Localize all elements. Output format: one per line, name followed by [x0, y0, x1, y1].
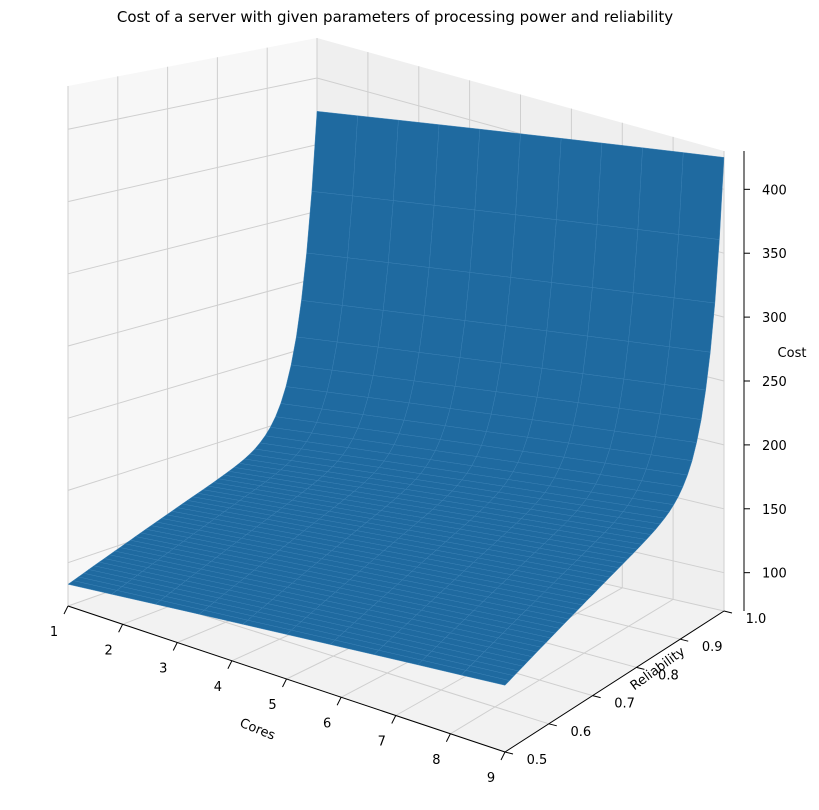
surface-patch [460, 670, 510, 686]
surface-patch [296, 300, 343, 343]
surface-patch [628, 292, 675, 348]
x-tick [282, 678, 287, 688]
surface-patch [454, 357, 502, 392]
x-tick-label: 2 [104, 643, 112, 658]
surface-patch [556, 138, 603, 225]
z-tick-label: 350 [762, 247, 787, 262]
surface-patch [669, 297, 716, 353]
x-tick [118, 624, 124, 633]
surface-patch [505, 277, 552, 332]
surface-patch [577, 373, 625, 409]
x-axis-label: Cores [237, 716, 277, 744]
y-tick-label: 0.9 [702, 640, 723, 655]
surface-patch [582, 335, 629, 380]
z-tick-label: 250 [762, 375, 787, 390]
surface-patch [342, 257, 389, 311]
surface-patch [459, 320, 507, 364]
surface-patch [352, 115, 399, 201]
x-tick-label: 9 [487, 771, 495, 786]
surface-patch [428, 205, 476, 273]
surface-plot [67, 111, 725, 686]
x-tick [63, 605, 69, 615]
surface-patch [382, 262, 430, 316]
x-tick-label: 7 [378, 735, 386, 750]
surface-patch [510, 214, 557, 283]
y-tick [548, 723, 557, 727]
x-tick-label: 8 [432, 753, 440, 768]
x-tick [500, 751, 506, 761]
x-tick [445, 733, 451, 742]
tick-marks: 1 2 3 4 5 6 7 8 9 0.5 0.6 0.7 0.8 0.9 1.0 100 150 200 250 3… [50, 183, 787, 786]
surface-patch [623, 341, 670, 385]
x-tick-label: 4 [214, 680, 222, 695]
surface-patch [541, 330, 588, 374]
y-tick-label: 0.5 [527, 753, 548, 768]
surface-patch [331, 341, 379, 376]
surface-patch [377, 310, 425, 353]
surface-patch [551, 219, 598, 288]
surface-patch [433, 124, 481, 211]
y-tick [636, 666, 645, 670]
surface-patch [290, 336, 338, 371]
z-tick-label: 100 [762, 567, 787, 582]
x-tick [172, 642, 178, 651]
surface-patch [637, 147, 684, 235]
x-tick-label: 6 [323, 716, 331, 731]
y-axis-line [504, 610, 725, 753]
y-tick-label: 1.0 [746, 612, 767, 627]
x-tick-label: 5 [268, 698, 276, 713]
surface-patch [659, 384, 706, 420]
z-tick-label: 400 [762, 183, 787, 198]
surface-patch [423, 267, 471, 321]
z-tick-label: 200 [762, 439, 787, 454]
y-tick [592, 695, 601, 699]
y-tick [723, 610, 733, 614]
surface-patch [592, 224, 639, 293]
x-tick [391, 715, 397, 724]
x-tick-label: 3 [159, 662, 167, 677]
surface-patch [372, 346, 420, 382]
surface-patch [546, 282, 593, 337]
y-tick-label: 0.8 [658, 668, 679, 683]
z-axis-label: Cost [778, 346, 807, 361]
x-tick-label: 1 [50, 625, 58, 640]
surface-patch [515, 133, 562, 220]
z-tick-label: 150 [762, 503, 787, 518]
surface-patch [673, 234, 720, 304]
surface-patch [664, 346, 711, 391]
surface-patch [301, 252, 348, 306]
surface-patch [347, 195, 394, 263]
y-tick [680, 638, 689, 642]
surface-patch [311, 111, 358, 197]
chart-title: Cost of a server with given parameters o… [117, 8, 673, 26]
surface-patch [393, 119, 440, 206]
surface-patch [388, 200, 435, 268]
surface-patch [464, 272, 512, 326]
surface-patch [500, 325, 548, 369]
surface-patch [336, 305, 384, 348]
z-tick-label: 300 [762, 311, 787, 326]
surface-patch [596, 142, 643, 230]
y-tick-label: 0.7 [614, 697, 635, 712]
surface-patch [306, 191, 353, 259]
surface-patch [587, 287, 634, 342]
surface-patch [495, 362, 543, 398]
x-tick [336, 697, 342, 706]
surface-patch [413, 352, 461, 387]
y-tick-label: 0.6 [570, 725, 591, 740]
surface-patch [418, 315, 466, 358]
surface-patch [536, 368, 584, 403]
surface-patch [474, 128, 521, 216]
y-tick [504, 751, 514, 755]
surface-patch [632, 229, 679, 299]
x-tick [227, 660, 233, 669]
surface-patch [618, 378, 666, 415]
surface-patch [469, 209, 516, 278]
surface-patch [678, 152, 725, 240]
